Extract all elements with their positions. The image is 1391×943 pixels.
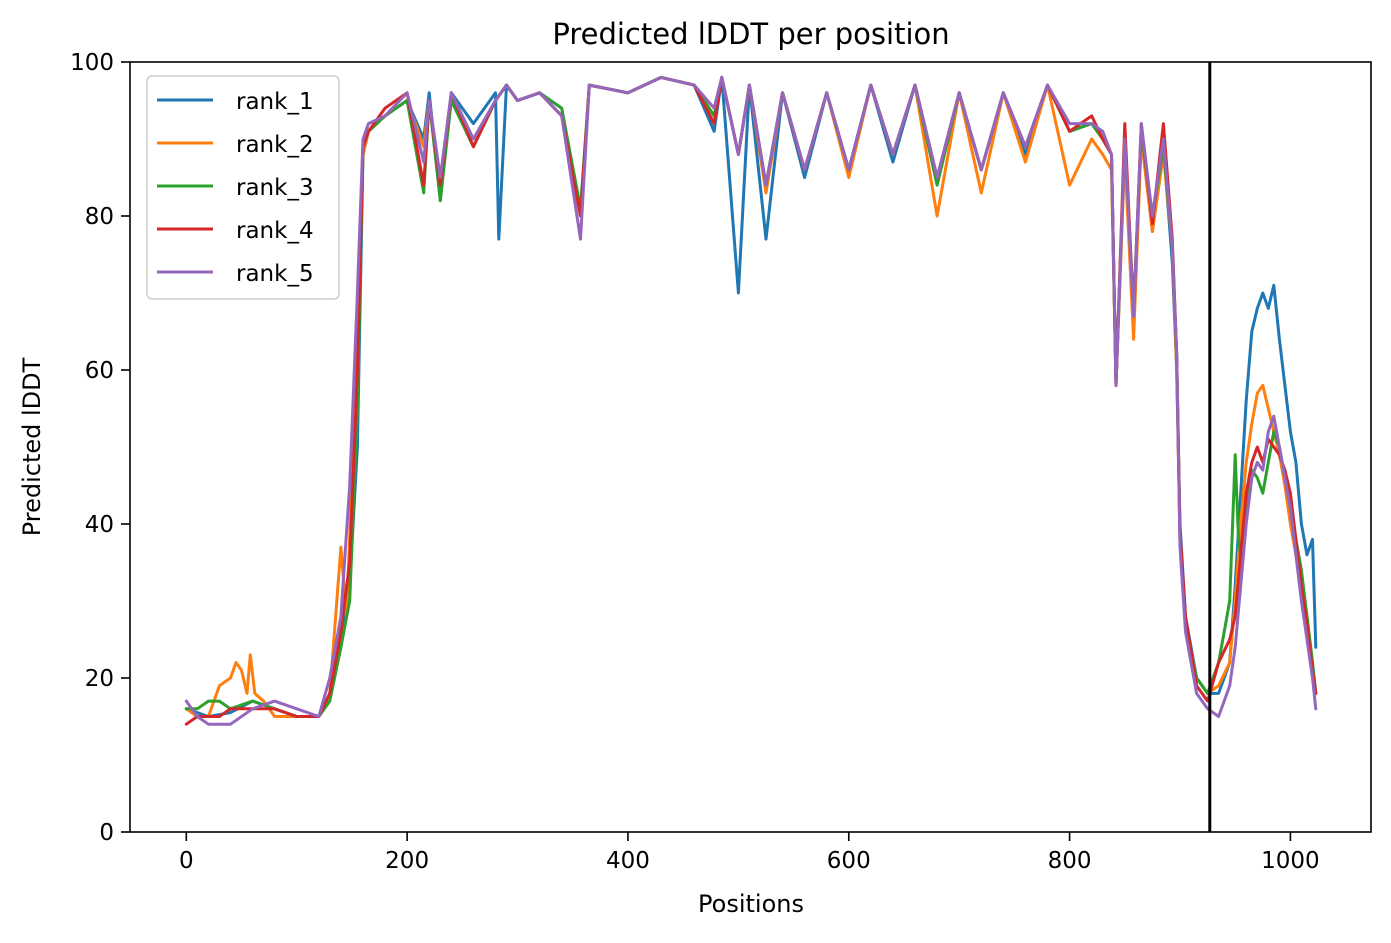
y-tick-label: 100 [70,50,114,76]
y-axis-ticks: 0 20 40 60 80 100 [70,50,130,846]
series-layer [184,75,1318,726]
x-axis-label: Positions [698,890,804,918]
y-axis-label: Predicted lDDT [18,357,46,536]
y-tick-label: 0 [99,820,114,846]
legend-label: rank_2 [236,132,314,158]
y-tick-label: 80 [85,204,114,230]
chart-title: Predicted lDDT per position [552,17,949,51]
plot-frame [129,61,1372,833]
y-tick-label: 60 [85,358,114,384]
legend-label: rank_1 [236,89,314,115]
legend-box [146,75,340,300]
legend-label: rank_4 [236,218,314,244]
x-tick-label: 200 [385,848,429,874]
legend-label: rank_5 [236,261,314,287]
y-tick-label: 40 [85,512,114,538]
x-tick-label: 1000 [1261,848,1320,874]
x-tick-label: 400 [606,848,650,874]
legend-label: rank_3 [236,175,314,201]
y-tick-label: 20 [85,666,114,692]
series-line-rank-5 [184,75,1318,726]
legend: rank_1 rank_2 rank_3 rank_4 rank_5 [146,75,340,300]
x-tick-label: 600 [827,848,871,874]
x-tick-label: 800 [1048,848,1092,874]
x-tick-label: 0 [179,848,194,874]
x-axis-ticks: 0 200 400 600 800 1000 [179,832,1320,874]
